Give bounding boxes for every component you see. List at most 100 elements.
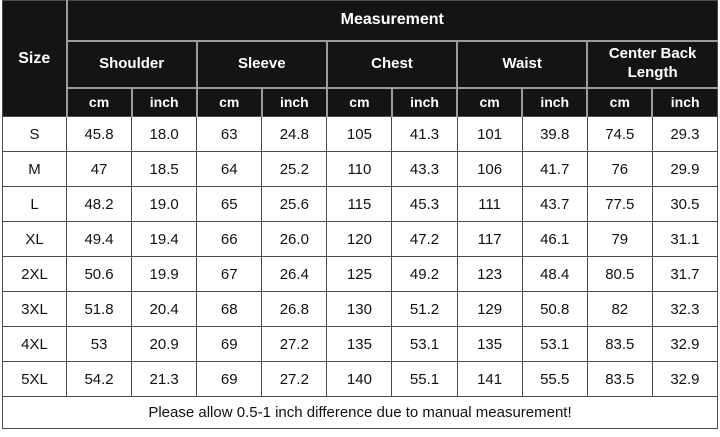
value-cell: 32.3 — [651, 291, 719, 327]
value-cell: 55.1 — [391, 361, 458, 397]
table-body: S 45.8 18.0 63 24.8 105 41.3 101 39.8 74.5 29.3 M 47… — [2, 116, 719, 397]
value-cell: 47 — [65, 151, 133, 187]
value-cell: 130 — [326, 291, 393, 327]
value-cell: 41.3 — [391, 116, 458, 152]
group-header-sleeve: Sleeve — [195, 40, 327, 89]
value-cell: 53 — [65, 326, 133, 362]
value-cell: 111 — [456, 186, 523, 222]
value-cell: 50.8 — [521, 291, 588, 327]
value-cell: 45.8 — [65, 116, 133, 152]
value-cell: 43.3 — [391, 151, 458, 187]
unit-header-inch: inch — [390, 87, 458, 117]
value-cell: 54.2 — [65, 361, 133, 397]
value-cell: 63 — [196, 116, 263, 152]
unit-header-cm: cm — [195, 87, 262, 117]
value-cell: 123 — [456, 256, 523, 292]
size-cell: 4XL — [2, 326, 67, 362]
value-cell: 27.2 — [261, 326, 328, 362]
value-cell: 79 — [586, 221, 653, 257]
value-cell: 48.2 — [65, 186, 133, 222]
value-cell: 55.5 — [521, 361, 588, 397]
size-cell: L — [2, 186, 67, 222]
value-cell: 26.4 — [261, 256, 328, 292]
table-footer: Please allow 0.5-1 inch difference due t… — [2, 396, 718, 429]
value-cell: 140 — [326, 361, 393, 397]
value-cell: 25.6 — [261, 186, 328, 222]
unit-header-cm: cm — [586, 87, 653, 117]
size-cell: S — [2, 116, 67, 152]
group-header-shoulder: Shoulder — [65, 40, 197, 89]
value-cell: 20.9 — [131, 326, 198, 362]
value-cell: 41.7 — [521, 151, 588, 187]
value-cell: 31.1 — [651, 221, 719, 257]
measurement-note: Please allow 0.5-1 inch difference due t… — [2, 396, 718, 429]
unit-header-inch: inch — [260, 87, 327, 117]
value-cell: 48.4 — [521, 256, 588, 292]
value-cell: 76 — [586, 151, 653, 187]
value-cell: 64 — [196, 151, 263, 187]
value-cell: 115 — [326, 186, 393, 222]
value-cell: 69 — [196, 361, 263, 397]
size-cell: 2XL — [2, 256, 67, 292]
size-cell: M — [2, 151, 67, 187]
value-cell: 43.7 — [521, 186, 588, 222]
value-cell: 135 — [326, 326, 393, 362]
table-row-3xl: 3XL 51.8 20.4 68 26.8 130 51.2 129 50.8 82 32.3 — [2, 291, 719, 327]
value-cell: 27.2 — [261, 361, 328, 397]
value-cell: 53.1 — [391, 326, 458, 362]
table-row-m: M 47 18.5 64 25.2 110 43.3 106 41.7 76 29.9 — [2, 151, 719, 187]
size-cell: XL — [2, 221, 67, 257]
table-row-xl: XL 49.4 19.4 66 26.0 120 47.2 117 46.1 79 31.1 — [2, 221, 719, 257]
value-cell: 120 — [326, 221, 393, 257]
unit-header-inch: inch — [651, 87, 718, 117]
value-cell: 19.4 — [131, 221, 198, 257]
value-cell: 125 — [326, 256, 393, 292]
measurement-header: Measurement — [65, 0, 718, 42]
value-cell: 26.0 — [261, 221, 328, 257]
value-cell: 129 — [456, 291, 523, 327]
value-cell: 45.3 — [391, 186, 458, 222]
value-cell: 47.2 — [391, 221, 458, 257]
unit-header-inch: inch — [130, 87, 197, 117]
unit-header-cm: cm — [325, 87, 392, 117]
group-header-chest: Chest — [325, 40, 458, 89]
table-row-s: S 45.8 18.0 63 24.8 105 41.3 101 39.8 74.5 29.3 — [2, 116, 719, 152]
value-cell: 18.5 — [131, 151, 198, 187]
size-cell: 3XL — [2, 291, 67, 327]
value-cell: 24.8 — [261, 116, 328, 152]
unit-header-cm: cm — [456, 87, 523, 117]
value-cell: 80.5 — [586, 256, 653, 292]
value-cell: 50.6 — [65, 256, 133, 292]
value-cell: 30.5 — [651, 186, 719, 222]
value-cell: 51.2 — [391, 291, 458, 327]
value-cell: 19.9 — [131, 256, 198, 292]
value-cell: 69 — [196, 326, 263, 362]
value-cell: 135 — [456, 326, 523, 362]
group-header-waist: Waist — [456, 40, 588, 89]
value-cell: 66 — [196, 221, 263, 257]
unit-header-inch: inch — [521, 87, 588, 117]
unit-header-cm: cm — [65, 87, 132, 117]
value-cell: 31.7 — [651, 256, 719, 292]
value-cell: 39.8 — [521, 116, 588, 152]
value-cell: 83.5 — [586, 361, 653, 397]
value-cell: 20.4 — [131, 291, 198, 327]
value-cell: 49.4 — [65, 221, 133, 257]
value-cell: 82 — [586, 291, 653, 327]
value-cell: 29.9 — [651, 151, 719, 187]
table-row-5xl: 5XL 54.2 21.3 69 27.2 140 55.1 141 55.5 83.5 32.9 — [2, 361, 719, 397]
value-cell: 21.3 — [131, 361, 198, 397]
value-cell: 141 — [456, 361, 523, 397]
value-cell: 46.1 — [521, 221, 588, 257]
table-row-l: L 48.2 19.0 65 25.6 115 45.3 111 43.7 77.5 30.5 — [2, 186, 719, 222]
value-cell: 105 — [326, 116, 393, 152]
value-cell: 68 — [196, 291, 263, 327]
value-cell: 29.3 — [651, 116, 719, 152]
value-cell: 25.2 — [261, 151, 328, 187]
size-column-header: Size — [2, 0, 67, 117]
value-cell: 67 — [196, 256, 263, 292]
value-cell: 32.9 — [651, 326, 719, 362]
value-cell: 101 — [456, 116, 523, 152]
size-cell: 5XL — [2, 361, 67, 397]
